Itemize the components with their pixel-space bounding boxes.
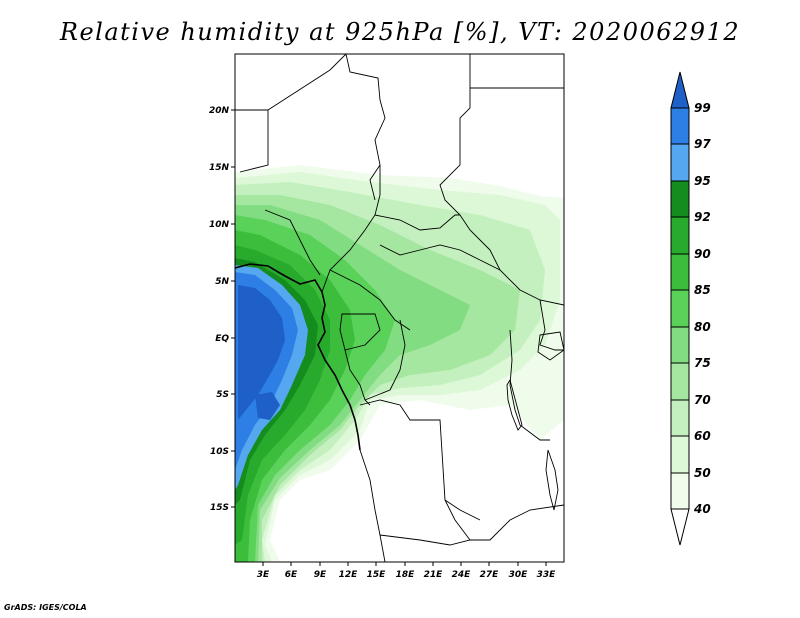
lon-label-24e: 24E (452, 570, 472, 580)
lon-label-30e: 30E (509, 570, 529, 580)
lon-label-18e: 18E (396, 570, 416, 580)
colorbar-segment (670, 399, 690, 437)
lat-label-5n: 5N (215, 277, 229, 287)
colorbar-label-50: 50 (694, 466, 711, 480)
map-title: Relative humidity at 925hPa [%], VT: 202… (59, 18, 741, 46)
lon-label-27e: 27E (480, 570, 500, 580)
lat-label-10s: 10S (210, 447, 229, 457)
colorbar-label-95: 95 (694, 174, 711, 188)
humidity-band-99 (238, 285, 285, 420)
lake-malawi (545, 449, 559, 511)
lat-label-eq: EQ (215, 334, 229, 344)
grads-credit: GrADS: IGES/COLA (4, 603, 87, 612)
lat-label-15s: 15S (210, 503, 229, 513)
lon-label-33e: 33E (537, 570, 557, 580)
country-borders (235, 54, 564, 562)
latitude-axis (231, 109, 235, 508)
lon-label-21e: 21E (424, 570, 444, 580)
colorbar-label-40: 40 (693, 502, 711, 516)
map-frame (234, 53, 565, 563)
colorbar-label-60: 60 (694, 429, 711, 443)
colorbar-label-99: 99 (694, 101, 711, 115)
longitude-axis (262, 562, 547, 566)
colorbar-segment (670, 435, 690, 474)
colorbar-segment (670, 472, 690, 510)
lat-label-15n: 15N (209, 163, 230, 173)
colorbar-label-85: 85 (694, 283, 711, 297)
lon-label-15e: 15E (367, 570, 387, 580)
colorbar-label-75: 75 (694, 356, 711, 370)
colorbar-segment (670, 289, 690, 328)
colorbar-segment (670, 326, 690, 364)
lake-tanganyika (506, 378, 523, 431)
colorbar-segment (670, 216, 690, 255)
colorbar-top-triangle (670, 71, 690, 109)
colorbar-segment (670, 362, 690, 401)
lat-label-10n: 10N (209, 220, 230, 230)
colorbar-label-90: 90 (694, 247, 711, 261)
humidity-field (235, 54, 564, 562)
colorbar-bottom-triangle (670, 508, 690, 546)
coastline (235, 263, 361, 451)
colorbar-label-70: 70 (694, 393, 711, 407)
colorbar-segment (670, 143, 690, 182)
colorbar-label-80: 80 (694, 320, 711, 334)
lon-label-6e: 6E (285, 570, 298, 580)
lon-label-3e: 3E (257, 570, 270, 580)
lake-victoria (537, 331, 564, 361)
lon-label-12e: 12E (339, 570, 359, 580)
lat-label-5s: 5S (216, 390, 229, 400)
colorbar-segment (670, 253, 690, 291)
colorbar-segment (670, 107, 690, 145)
lon-label-9e: 9E (314, 570, 327, 580)
colorbar-segment (670, 180, 690, 218)
colorbar-label-97: 97 (694, 137, 711, 151)
lat-label-20n: 20N (209, 106, 230, 116)
colorbar (670, 71, 690, 546)
humidity-band-99-patch (255, 392, 280, 420)
colorbar-label-92: 92 (694, 210, 711, 224)
